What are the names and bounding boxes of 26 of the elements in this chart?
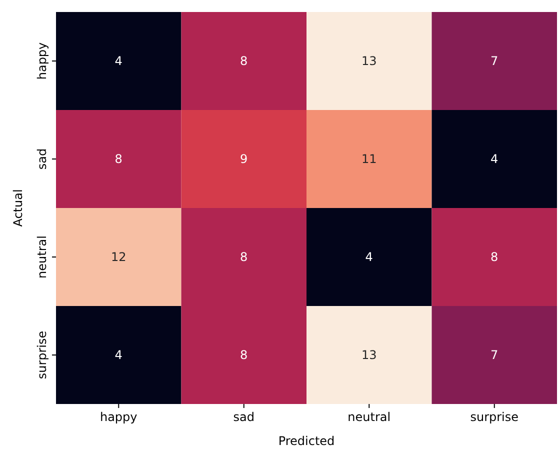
data-label: 13 (361, 54, 377, 68)
data-label: 4 (114, 348, 122, 362)
y-axis-title: Actual (11, 189, 25, 227)
x-tick-label: surprise (470, 410, 519, 424)
data-label: 8 (240, 348, 248, 362)
data-label: 4 (365, 250, 373, 264)
data-label: 8 (240, 250, 248, 264)
y-tick-label: surprise (35, 330, 49, 380)
data-label: 9 (240, 152, 248, 166)
x-axis-title: Predicted (278, 434, 335, 448)
data-label: 8 (114, 152, 122, 166)
data-label: 7 (490, 348, 498, 362)
data-label: 4 (114, 54, 122, 68)
y-tick-label: happy (35, 42, 49, 80)
data-label: 8 (240, 54, 248, 68)
data-label: 8 (490, 250, 498, 264)
data-label: 7 (490, 54, 498, 68)
data-label: 12 (110, 250, 126, 264)
data-label: 13 (361, 348, 377, 362)
x-tick-label: neutral (348, 410, 391, 424)
data-label: 4 (490, 152, 498, 166)
y-tick-label: neutral (35, 236, 49, 278)
data-label: 11 (361, 152, 377, 166)
x-tick-label: sad (233, 410, 254, 424)
x-tick-label: happy (100, 410, 138, 424)
y-tick-label: sad (35, 148, 49, 170)
